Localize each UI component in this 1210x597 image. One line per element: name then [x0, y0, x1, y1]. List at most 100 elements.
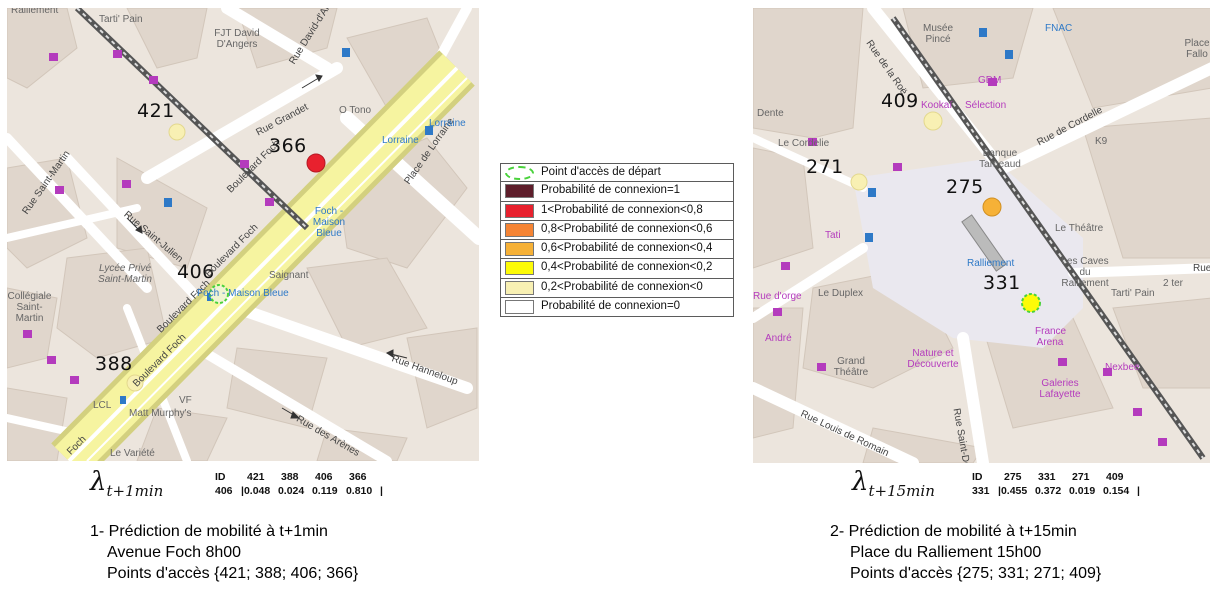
access-point-406-label: 406	[177, 261, 215, 283]
legend-row: 0,4<Probabilité de connexion<0,2	[500, 259, 734, 279]
place-label: Dente	[757, 108, 784, 119]
legend-row: 0,2<Probabilité de connexion<0	[500, 278, 734, 299]
place-label: K9	[1095, 136, 1108, 147]
place-label: Rue d'orge	[753, 291, 802, 302]
table-header-cell: ID	[972, 471, 983, 483]
legend-label: Probabilité de connexion=1	[541, 184, 681, 197]
legend-swatch	[505, 203, 534, 218]
probability-table-left: ID 421 388 406 366 406 |0.048 0.024 0.119 0.810 |	[215, 470, 383, 498]
table-cell: 331	[972, 485, 990, 497]
place-label: Foch - Maison Bleue	[197, 288, 289, 299]
lambda-subscript: t+1min	[106, 482, 164, 501]
caption-title: 2- Prédiction de mobilité à t+15min	[830, 523, 1077, 540]
place-label: Place Fallo	[1184, 38, 1210, 60]
table-separator: |	[1136, 485, 1140, 497]
place-label: Kookaï	[921, 100, 953, 111]
map-avenue-foch[interactable]: 421 366 406 388 Boulevard Foch Boulevard…	[7, 8, 479, 461]
table-header-cell: 409	[1106, 471, 1124, 483]
street-label: Rue	[1193, 263, 1210, 274]
place-label: Nexbee	[1105, 362, 1140, 373]
probability-legend: Point d'accès de départ Probabilité de co…	[500, 163, 734, 318]
place-label: France Arena	[1035, 326, 1067, 348]
table-header-cell: ID	[215, 471, 226, 483]
lambda-symbol: λ	[852, 467, 869, 497]
table-separator: |	[379, 485, 383, 497]
table-cell: 0.154	[1102, 485, 1130, 497]
map-left-canvas	[7, 8, 479, 461]
map-place-ralliement[interactable]: 409 271 275 331 Rue de la Roë Rue de Cor…	[753, 8, 1210, 463]
legend-row: 0,6<Probabilité de connexion<0,4	[500, 240, 734, 260]
table-header-cell: 421	[247, 471, 265, 483]
legend-swatch	[505, 261, 534, 276]
legend-swatch	[505, 242, 534, 257]
table-cell: 0.024	[277, 485, 305, 497]
lambda-symbol: λ	[90, 467, 107, 497]
legend-label: 0,6<Probabilité de connexion<0,4	[541, 242, 713, 255]
legend-label: 0,4<Probabilité de connexion<0,2	[541, 261, 713, 274]
place-label: Les Caves du Ralliement	[1061, 256, 1109, 289]
table-header-cell: 406	[315, 471, 333, 483]
table-cell: 0.455	[1000, 485, 1028, 497]
table-row: 406 |0.048 0.024 0.119 0.810 |	[215, 484, 383, 498]
place-label: Lorraine	[382, 135, 419, 146]
place-label: Sélection	[965, 100, 1007, 111]
access-point-409-label: 409	[881, 90, 919, 112]
legend-swatch	[505, 300, 534, 315]
place-label: Lycée Privé Saint-Martin	[98, 263, 152, 285]
table-cell: 0.048	[243, 485, 271, 497]
place-label: Banque Tarneaud	[979, 148, 1021, 170]
table-header-cell: 388	[281, 471, 299, 483]
access-point-331-label: 331	[983, 272, 1021, 294]
place-label: André	[765, 333, 792, 344]
place-label: Grand Théâtre	[833, 356, 869, 378]
table-header: ID 275 331 271 409	[972, 470, 1140, 484]
caption-location: Place du Ralliement 15h00	[850, 544, 1042, 561]
place-label: VF	[179, 395, 192, 406]
legend-label: 0,8<Probabilité de connexion<0,6	[541, 222, 713, 235]
place-label: Tarti' Pain	[1111, 288, 1155, 299]
place-label: LCL	[93, 400, 112, 411]
place-label: Ralliement	[967, 258, 1015, 269]
legend-row: 0,8<Probabilité de connexion<0,6	[500, 220, 734, 241]
place-label: Matt Murphy's	[129, 408, 192, 419]
table-header-cell: 271	[1072, 471, 1090, 483]
place-label: Saignant	[269, 270, 309, 281]
place-label: Tati	[825, 230, 841, 241]
legend-swatch	[505, 184, 534, 199]
caption-access-points: Points d'accès {421; 388; 406; 366}	[107, 565, 359, 582]
access-point-421-label: 421	[137, 100, 175, 122]
place-label: O Tono	[339, 105, 372, 116]
map-right-canvas	[753, 8, 1210, 463]
place-label: 2 ter	[1163, 278, 1184, 289]
place-label: Lorraine	[429, 118, 466, 129]
place-label: Foch - Maison Bleue	[312, 206, 346, 239]
legend-row: Point d'accès de départ	[500, 163, 734, 183]
legend-label: 1<Probabilité de connexion<0,8	[541, 203, 703, 216]
place-label: Collégiale Saint-Martin	[7, 291, 52, 324]
place-label: FJT David D'Angers	[214, 28, 260, 50]
place-label: Galeries Lafayette	[1039, 378, 1081, 400]
access-point-366-label: 366	[269, 135, 307, 157]
legend-row: Probabilité de connexion=0	[500, 298, 734, 318]
legend-label: 0,2<Probabilité de connexion<0	[541, 280, 703, 293]
lambda-formula-left: λt+1min	[90, 467, 163, 500]
place-label: GDM	[978, 75, 1002, 86]
legend-swatch	[505, 222, 534, 237]
table-cell: 0.119	[311, 485, 338, 497]
place-label: Musée Pincé	[922, 23, 953, 45]
legend-row: 1<Probabilité de connexion<0,8	[500, 201, 734, 221]
lambda-formula-right: λt+15min	[852, 467, 935, 500]
table-header-cell: 366	[349, 471, 367, 483]
legend-label: Point d'accès de départ	[541, 166, 661, 178]
legend-swatch	[505, 166, 534, 180]
table-header: ID 421 388 406 366	[215, 470, 383, 484]
place-label: Tarti' Pain	[99, 14, 143, 25]
access-point-275-label: 275	[946, 176, 984, 198]
table-row: 331 |0.455 0.372 0.019 0.154 |	[972, 484, 1140, 498]
table-separator: |	[241, 485, 244, 497]
table-cell: 0.019	[1068, 485, 1096, 497]
place-label: Nature et Découverte	[907, 348, 959, 370]
access-point-271-label: 271	[806, 156, 844, 178]
caption-right: 2- Prédiction de mobilité à t+15min Plac…	[830, 521, 1101, 584]
lambda-subscript: t+15min	[868, 482, 935, 501]
